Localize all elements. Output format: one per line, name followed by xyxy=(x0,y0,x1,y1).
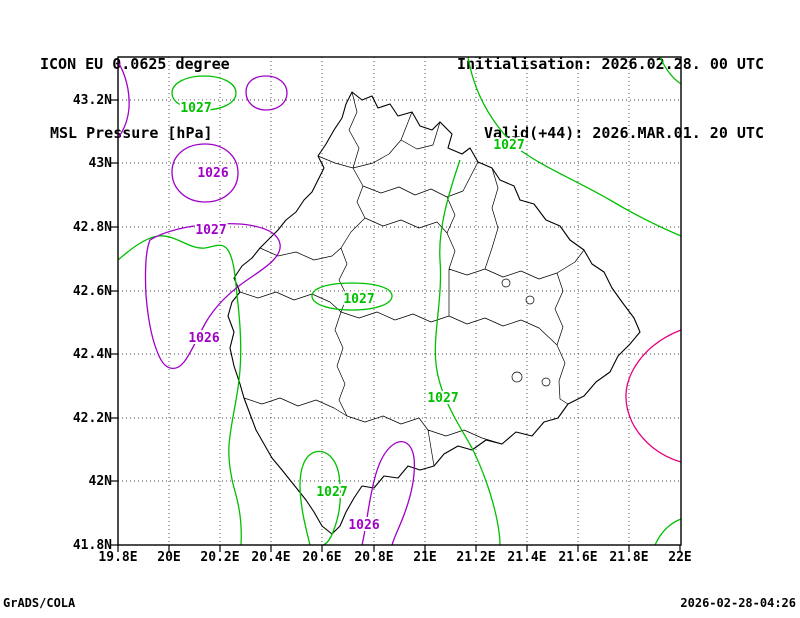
plot-frame xyxy=(117,56,682,546)
enclave-borders xyxy=(501,278,551,387)
x-axis-label: 21E xyxy=(413,550,436,565)
isobar-1026-northwest-closed xyxy=(171,143,239,203)
axis-tick-marks xyxy=(111,99,681,552)
municipality-borders xyxy=(239,91,585,467)
header-left: ICON EU 0.0625 degree MSL Pressure [hPa] xyxy=(40,7,230,191)
contour-label: 1026 xyxy=(188,331,219,346)
model-title: ICON EU 0.0625 degree xyxy=(40,55,230,73)
contour-label: 1027 xyxy=(195,223,226,238)
isobar-pink-east-arc xyxy=(625,329,682,463)
contour-label: 1026 xyxy=(197,166,228,181)
y-axis-label: 41.8N xyxy=(73,538,112,553)
isobar-topright-arc xyxy=(659,56,682,85)
kosovo-border-outline xyxy=(227,91,641,535)
x-axis-label: 19.8E xyxy=(98,550,137,565)
grads-credit: GrADS/COLA xyxy=(3,596,76,610)
y-axis-label: 42.6N xyxy=(73,284,112,299)
isobar-1027-south-blob xyxy=(299,450,341,546)
y-axis-label: 42.2N xyxy=(73,411,112,426)
x-axis-label: 20.4E xyxy=(251,550,290,565)
y-axis-label: 43.2N xyxy=(73,93,112,108)
isobar-1027-west-banana xyxy=(144,222,281,369)
x-axis-label: 21.2E xyxy=(456,550,495,565)
x-axis-label: 20.6E xyxy=(302,550,341,565)
y-axis-label: 43N xyxy=(89,156,113,171)
x-axis-label: 20E xyxy=(157,550,180,565)
isobar-1027-north-line xyxy=(467,56,682,237)
y-axis-label: 42.8N xyxy=(73,220,112,235)
isobar-purple-topleft-edge xyxy=(117,61,130,139)
isobar-1026-south-closed xyxy=(361,441,416,546)
isobar-1027-center-oval xyxy=(311,282,393,311)
field-title: MSL Pressure [hPa] xyxy=(50,124,213,142)
contour-label: 1027 xyxy=(493,138,524,153)
x-axis-label: 21.8E xyxy=(609,550,648,565)
y-axis-label: 42N xyxy=(89,474,113,489)
contour-label: 1027 xyxy=(316,485,347,500)
isobar-bottomright-arc xyxy=(654,518,682,546)
contour-label: 1027 xyxy=(427,391,458,406)
contour-label: 1027 xyxy=(343,292,374,307)
x-axis-label: 21.6E xyxy=(558,550,597,565)
header-right: Initialisation: 2026.02.28. 00 UTC Valid… xyxy=(457,7,764,191)
x-axis-label: 22E xyxy=(668,550,691,565)
creation-timestamp: 2026-02-28-04:26 xyxy=(680,596,796,610)
isobar-1027-northwest-blob xyxy=(171,75,237,111)
x-axis-label: 20.8E xyxy=(354,550,393,565)
isobar-1027-center-south-line xyxy=(434,159,501,546)
isobar-purple-top-oval xyxy=(245,75,288,111)
x-axis-label: 20.2E xyxy=(200,550,239,565)
contour-label: 1027 xyxy=(180,101,211,116)
init-time: Initialisation: 2026.02.28. 00 UTC xyxy=(456,55,764,73)
contour-label: 1026 xyxy=(348,518,379,533)
isobar-west-line xyxy=(117,235,242,546)
y-axis-label: 42.4N xyxy=(73,347,112,362)
valid-time: Valid(+44): 2026.MAR.01. 20 UTC xyxy=(484,124,764,142)
x-axis-label: 21.4E xyxy=(507,550,546,565)
graticule-gridlines xyxy=(118,57,681,545)
